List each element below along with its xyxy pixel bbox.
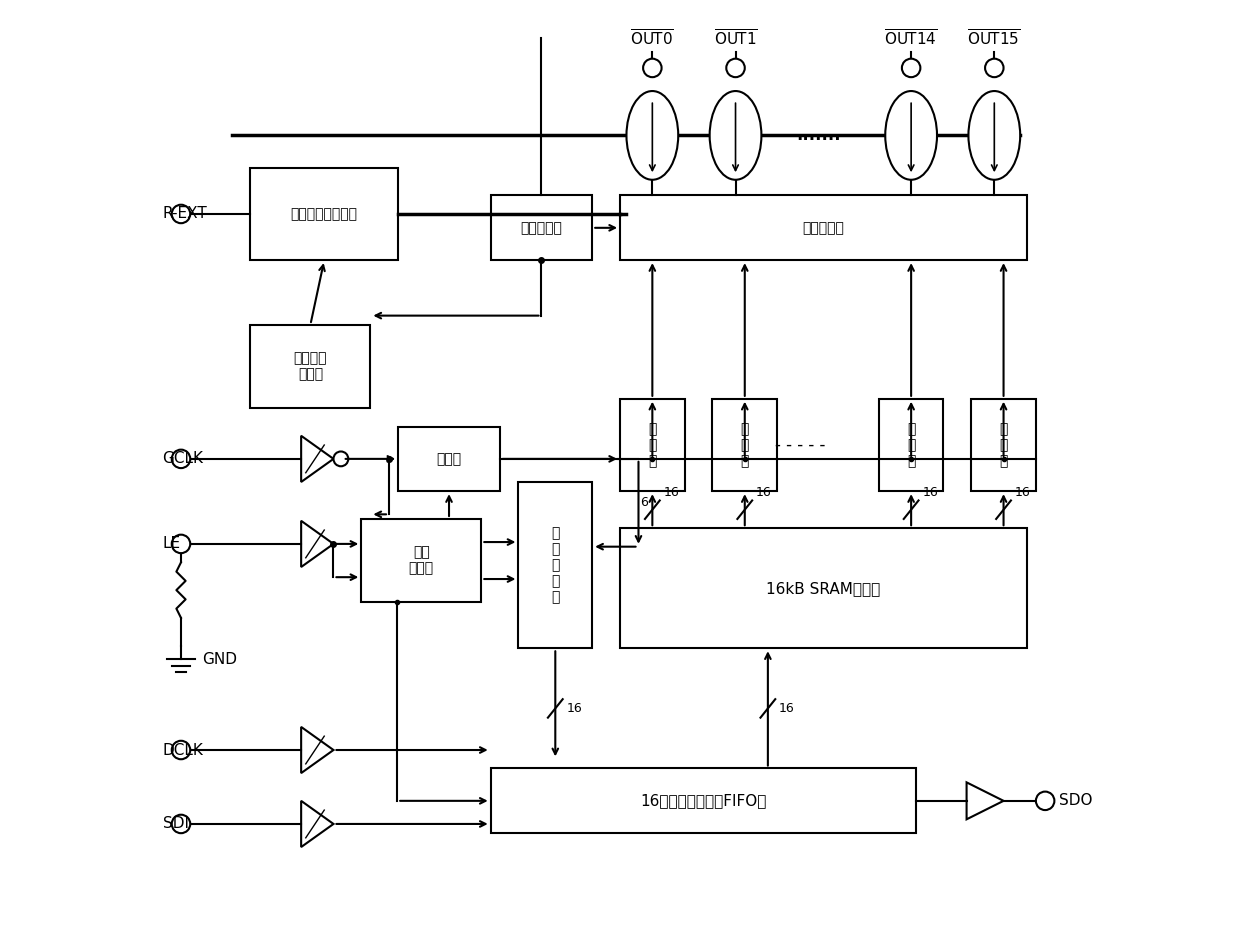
Text: 16: 16 xyxy=(756,486,771,499)
Text: 计数器: 计数器 xyxy=(436,451,461,466)
Ellipse shape xyxy=(885,91,937,180)
Circle shape xyxy=(172,450,190,468)
Text: SDI: SDI xyxy=(162,817,188,832)
Text: 比
较
器: 比 较 器 xyxy=(999,422,1008,468)
Ellipse shape xyxy=(626,91,678,180)
FancyBboxPatch shape xyxy=(491,768,916,833)
Text: R-EXT: R-EXT xyxy=(162,207,207,222)
Text: $\overline{\mathrm{OUT0}}$: $\overline{\mathrm{OUT0}}$ xyxy=(630,29,675,48)
Circle shape xyxy=(172,815,190,833)
FancyBboxPatch shape xyxy=(971,399,1035,491)
FancyBboxPatch shape xyxy=(398,426,500,491)
Text: GND: GND xyxy=(202,652,237,667)
Text: 16kB SRAM缓冲器: 16kB SRAM缓冲器 xyxy=(766,581,880,596)
Circle shape xyxy=(172,535,190,553)
Circle shape xyxy=(901,58,920,77)
Polygon shape xyxy=(301,801,334,847)
Text: 16: 16 xyxy=(923,486,937,499)
Text: .......: ....... xyxy=(796,126,841,145)
Circle shape xyxy=(172,741,190,759)
Text: 比
较
器: 比 较 器 xyxy=(740,422,749,468)
Circle shape xyxy=(644,58,662,77)
Text: 输出控锁器: 输出控锁器 xyxy=(802,221,844,235)
Text: GCLK: GCLK xyxy=(162,451,203,466)
Circle shape xyxy=(727,58,745,77)
FancyBboxPatch shape xyxy=(879,399,944,491)
FancyBboxPatch shape xyxy=(361,519,481,603)
Circle shape xyxy=(334,451,348,466)
Polygon shape xyxy=(301,436,334,482)
Ellipse shape xyxy=(709,91,761,180)
Text: $\overline{\mathrm{OUT1}}$: $\overline{\mathrm{OUT1}}$ xyxy=(713,29,758,48)
FancyBboxPatch shape xyxy=(620,196,1027,260)
Text: $\overline{\mathrm{OUT14}}$: $\overline{\mathrm{OUT14}}$ xyxy=(884,29,937,48)
Text: 比
较
器: 比 较 器 xyxy=(906,422,915,468)
Text: 数字仿真
转换器: 数字仿真 转换器 xyxy=(294,351,327,382)
Text: 同步
控制器: 同步 控制器 xyxy=(409,545,434,576)
Ellipse shape xyxy=(968,91,1021,180)
Circle shape xyxy=(1035,792,1054,810)
FancyBboxPatch shape xyxy=(713,399,777,491)
Text: 输出电流量调节器: 输出电流量调节器 xyxy=(290,207,358,221)
Text: 预充电电路: 预充电电路 xyxy=(521,221,563,235)
FancyBboxPatch shape xyxy=(620,399,684,491)
FancyBboxPatch shape xyxy=(491,196,593,260)
Polygon shape xyxy=(301,727,334,773)
Text: - - - - -: - - - - - xyxy=(775,436,826,454)
Text: 比
较
器: 比 较 器 xyxy=(649,422,656,468)
Circle shape xyxy=(172,205,190,223)
Text: 16: 16 xyxy=(567,702,582,715)
Text: $\overline{\mathrm{OUT15}}$: $\overline{\mathrm{OUT15}}$ xyxy=(967,29,1021,48)
Text: LE: LE xyxy=(162,537,181,552)
Circle shape xyxy=(985,58,1003,77)
FancyBboxPatch shape xyxy=(250,168,398,260)
Polygon shape xyxy=(301,521,334,567)
FancyBboxPatch shape xyxy=(620,528,1027,648)
Text: SDO: SDO xyxy=(1059,794,1092,808)
Polygon shape xyxy=(967,782,1003,819)
Text: 6: 6 xyxy=(640,496,649,509)
Text: DCLK: DCLK xyxy=(162,743,203,757)
FancyBboxPatch shape xyxy=(250,324,371,408)
Text: 16: 16 xyxy=(1014,486,1030,499)
FancyBboxPatch shape xyxy=(518,482,593,648)
Text: 状
态
寄
存
器: 状 态 寄 存 器 xyxy=(551,526,559,604)
Text: 16: 16 xyxy=(663,486,680,499)
Text: 16: 16 xyxy=(779,702,795,715)
Text: 16位位移寄存器（FIFO）: 16位位移寄存器（FIFO） xyxy=(640,794,766,808)
